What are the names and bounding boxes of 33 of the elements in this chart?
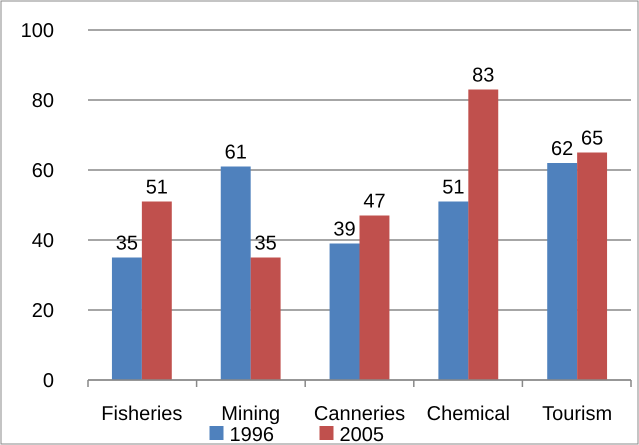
- bar: [250, 258, 281, 380]
- data-label: 83: [472, 64, 494, 86]
- bar: [142, 202, 172, 380]
- legend-label: 1996: [230, 424, 274, 445]
- data-label: 51: [442, 176, 464, 198]
- data-label: 61: [224, 142, 247, 164]
- legend-label: 2005: [340, 424, 384, 445]
- x-tick-label: Chemical: [426, 403, 510, 425]
- data-label: 35: [254, 232, 277, 254]
- bar: [577, 152, 608, 380]
- y-tick-label: 0: [42, 370, 54, 392]
- data-label: 51: [146, 176, 168, 198]
- x-tick-label: Tourism: [542, 403, 612, 425]
- y-tick-label: 80: [32, 90, 54, 112]
- data-label: 39: [333, 218, 356, 240]
- y-tick-label: 100: [20, 20, 54, 42]
- bar: [112, 258, 142, 380]
- x-tick-label: Canneries: [314, 403, 406, 425]
- data-label: 62: [551, 138, 574, 160]
- y-tick-label: 20: [32, 300, 54, 322]
- data-label: 47: [363, 190, 386, 212]
- x-tick-label: Mining: [221, 403, 280, 425]
- data-label: 65: [580, 128, 604, 150]
- bar: [360, 216, 390, 380]
- y-tick-label: 60: [32, 160, 54, 182]
- bar: [547, 163, 578, 380]
- bar: [438, 202, 468, 380]
- y-tick-label: 40: [32, 230, 54, 252]
- bar: [330, 244, 360, 380]
- bar: [220, 166, 251, 380]
- bar: [468, 90, 498, 380]
- data-label: 35: [116, 232, 138, 254]
- x-tick-label: Fisheries: [101, 403, 182, 425]
